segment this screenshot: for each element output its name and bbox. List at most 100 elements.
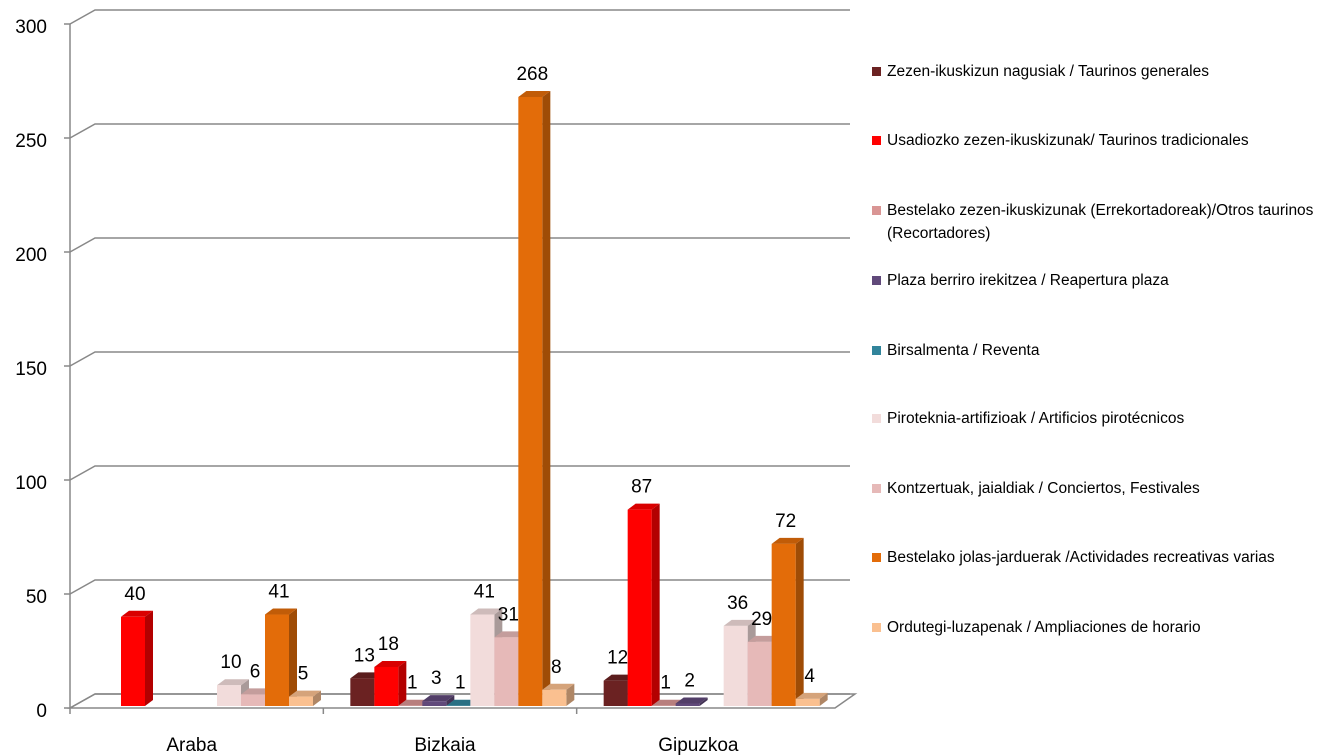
legend-swatch: [872, 623, 881, 632]
y-tick-label: 200: [15, 245, 47, 266]
bar-top: [422, 695, 455, 702]
bar: [494, 637, 519, 706]
legend-item: Bestelako jolas-jarduerak /Actividades r…: [872, 546, 1275, 569]
y-tick-label: 50: [26, 587, 47, 608]
legend-label: Ordutegi-luzapenak / Ampliaciones de hor…: [887, 619, 1201, 636]
value-label: 12: [607, 648, 628, 669]
bar-top: [121, 610, 153, 617]
legend-label: Kontzertuak, jaialdiak / Conciertos, Fes…: [887, 480, 1200, 497]
value-label: 6: [250, 661, 261, 682]
grid-line: [69, 237, 850, 253]
value-label: 4: [804, 666, 815, 687]
bar-side: [398, 660, 407, 706]
legend-label: Bestelako jolas-jarduerak /Actividades r…: [887, 549, 1275, 566]
grid-line: [69, 351, 850, 367]
bar-side: [795, 537, 804, 706]
value-label: 1: [455, 673, 466, 694]
grid-line: [69, 465, 850, 481]
bar-top: [627, 503, 660, 510]
bar-top: [771, 537, 804, 544]
value-label: 268: [516, 64, 548, 85]
y-tick-label: 100: [15, 473, 47, 494]
bar: [289, 696, 313, 706]
bar: [723, 625, 748, 706]
bar: [542, 689, 567, 706]
value-label: 40: [124, 584, 145, 605]
bar-top: [470, 608, 503, 615]
bar: [603, 680, 628, 706]
value-label: 36: [727, 593, 748, 614]
legend-item: Ordutegi-luzapenak / Ampliaciones de hor…: [872, 616, 1201, 639]
bar: [350, 678, 375, 706]
floor: [67, 693, 858, 709]
grid-line: [69, 123, 850, 139]
bar-top: [675, 697, 708, 704]
legend-item: Plaza berriro irekitzea / Reapertura pla…: [872, 269, 1169, 292]
bar: [518, 96, 543, 706]
legend-label: Plaza berriro irekitzea / Reapertura pla…: [887, 272, 1169, 289]
bar-side: [313, 690, 321, 706]
grid-line: [69, 9, 850, 25]
bar-side: [651, 503, 660, 706]
value-label: 2: [684, 670, 695, 691]
value-label: 5: [298, 664, 309, 685]
legend-item: Bestelako zezen-ikuskizunak (Errekortado…: [872, 199, 1322, 245]
bar: [241, 694, 265, 706]
legend-label: Bestelako zezen-ikuskizunak (Errekortado…: [887, 202, 1314, 242]
legend-swatch: [872, 67, 881, 76]
legend-item: Piroteknia-artifizioak / Artificios piro…: [872, 407, 1184, 430]
legend-label: Piroteknia-artifizioak / Artificios piro…: [887, 410, 1185, 427]
bar: [771, 543, 796, 706]
x-tick-label: Gipuzkoa: [658, 735, 739, 756]
value-label: 29: [751, 609, 772, 630]
legend-swatch: [872, 484, 881, 493]
bar-top: [518, 90, 551, 97]
bar-top: [723, 619, 756, 626]
grid-line: [69, 579, 850, 595]
value-label: 3: [431, 668, 442, 689]
legend-swatch: [872, 276, 881, 285]
legend-item: Usadiozko zezen-ikuskizunak/ Taurinos tr…: [872, 129, 1249, 152]
value-label: 1: [660, 673, 671, 694]
value-label: 10: [220, 652, 241, 673]
value-label: 13: [354, 645, 375, 666]
legend-item: Zezen-ikuskizun nagusiak / Taurinos gene…: [872, 60, 1209, 83]
x-tick-label: Araba: [166, 735, 217, 756]
legend-swatch: [872, 346, 881, 355]
y-tick-label: 250: [15, 131, 47, 152]
legend-label: Birsalmenta / Reventa: [887, 342, 1040, 359]
bar: [795, 698, 820, 706]
bar: [265, 614, 289, 706]
bar: [422, 701, 447, 706]
bar-top: [289, 690, 321, 697]
legend-swatch: [872, 553, 881, 562]
y-tick-label: 300: [15, 17, 47, 38]
bar: [675, 703, 700, 706]
value-label: 41: [474, 582, 495, 603]
bar: [627, 509, 652, 706]
legend-item: Birsalmenta / Reventa: [872, 339, 1040, 362]
value-label: 18: [378, 634, 399, 655]
legend-swatch: [872, 414, 881, 423]
value-label: 87: [631, 477, 652, 498]
bar-side: [542, 90, 551, 706]
y-tick-label: 150: [15, 359, 47, 380]
bar-top: [265, 608, 297, 615]
legend-label: Usadiozko zezen-ikuskizunak/ Taurinos tr…: [887, 132, 1249, 149]
legend-label: Zezen-ikuskizun nagusiak / Taurinos gene…: [887, 63, 1209, 80]
y-tick-label: 0: [36, 701, 47, 722]
legend-swatch: [872, 206, 881, 215]
bar: [470, 614, 495, 706]
bar: [747, 641, 772, 706]
bar-top: [374, 660, 407, 667]
value-label: 41: [268, 582, 289, 603]
bar: [374, 666, 399, 706]
bar-top: [795, 692, 828, 699]
bar-side: [699, 697, 708, 706]
bar-side: [819, 692, 828, 706]
legend-item: Kontzertuak, jaialdiak / Conciertos, Fes…: [872, 477, 1200, 500]
bar-side: [446, 695, 455, 706]
bar-side: [145, 610, 153, 706]
